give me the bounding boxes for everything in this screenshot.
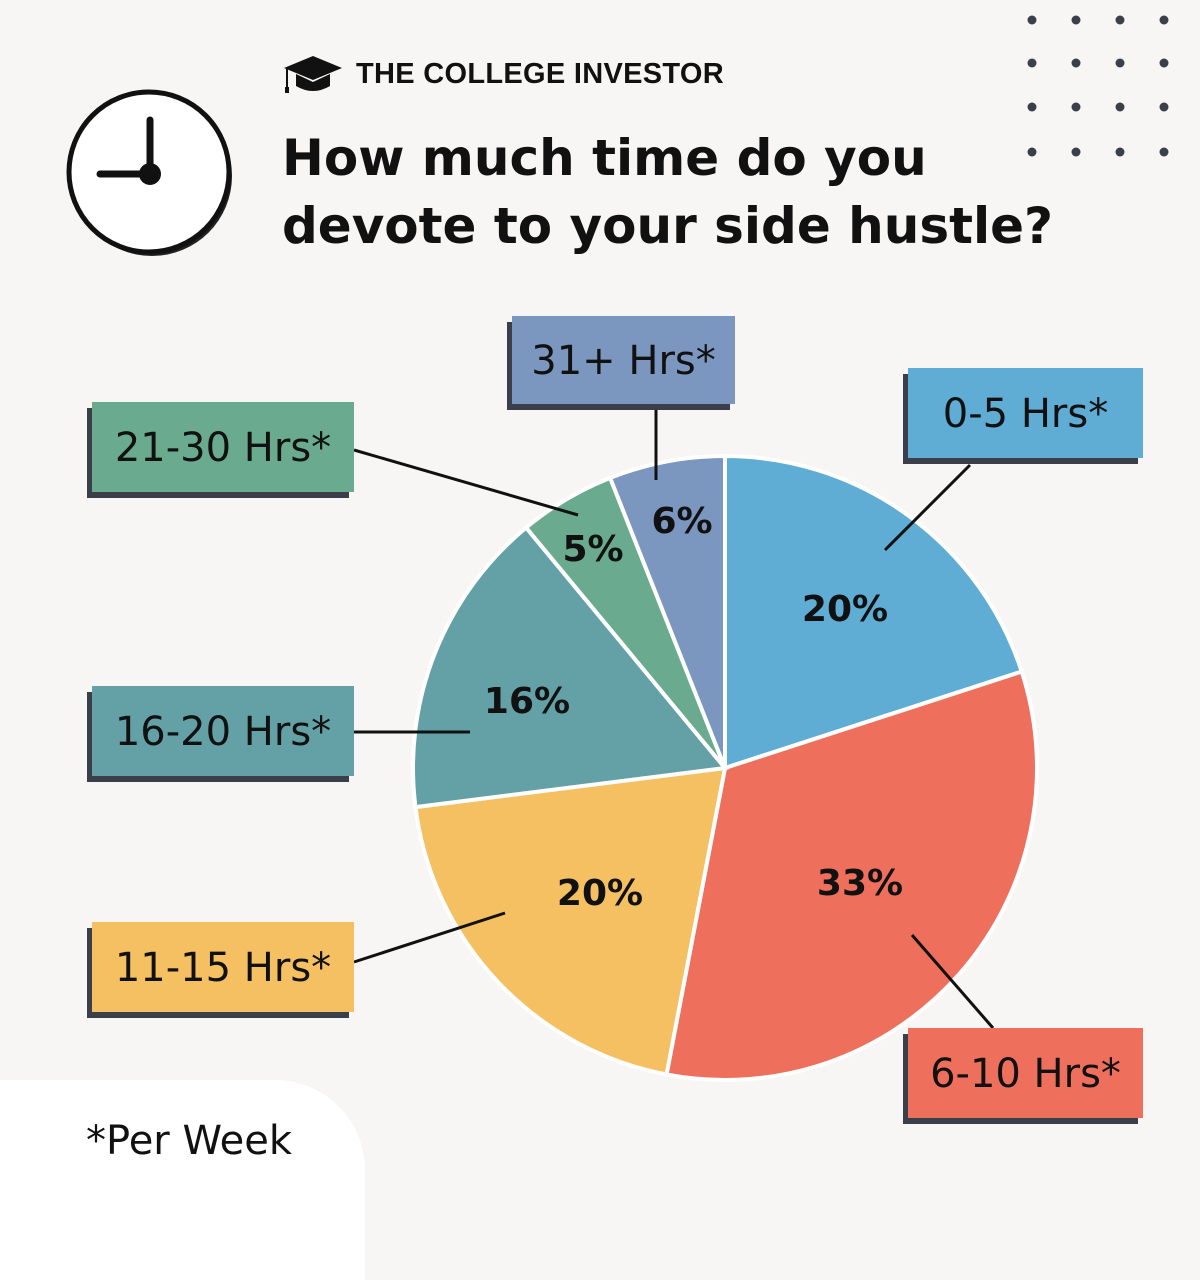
dot-grid: [1027, 15, 1169, 157]
decor-dot: [1027, 15, 1037, 25]
legend-label: 21-30 Hrs*: [115, 425, 331, 471]
legend-label-box: 16-20 Hrs*: [87, 686, 354, 782]
data-label: 6%: [651, 501, 712, 542]
decor-dot: [1159, 147, 1169, 157]
clock-icon: [66, 89, 232, 256]
pie-slice: [607, 453, 727, 769]
pie-slice: [664, 669, 1039, 1082]
legend-label: 0-5 Hrs*: [943, 391, 1108, 437]
decor-dot: [1071, 15, 1081, 25]
graduation-cap-icon: [284, 56, 342, 93]
decor-dot: [1071, 147, 1081, 157]
legend-label-box: 0-5 Hrs*: [903, 368, 1143, 464]
legend-label: 31+ Hrs*: [531, 338, 716, 384]
decor-dot: [1071, 102, 1081, 112]
legend-label-box: 21-30 Hrs*: [87, 402, 354, 498]
decor-dot: [1115, 58, 1125, 68]
data-label: 33%: [817, 863, 903, 904]
legend-label-box: 11-15 Hrs*: [87, 922, 354, 1018]
leader-line: [353, 911, 506, 964]
brand-name: THE COLLEGE INVESTOR: [356, 57, 725, 90]
pie-slice: [723, 453, 1025, 771]
pie-slice: [413, 765, 728, 1077]
leader-line: [883, 463, 972, 552]
decor-dot: [1115, 147, 1125, 157]
decor-dot: [1159, 15, 1169, 25]
data-label: 16%: [484, 681, 570, 722]
legend-label: 16-20 Hrs*: [115, 709, 331, 755]
pie-slice: [411, 524, 729, 810]
pie-chart: 20% 33% 20% 16% 5% 6% 0-5 Hrs* 6-10 Hrs* 11-15 …: [66, 15, 1169, 1124]
legend-label: 11-15 Hrs*: [115, 945, 331, 991]
data-label: 20%: [557, 873, 643, 914]
decor-dot: [1027, 58, 1037, 68]
decor-dot: [1027, 147, 1037, 157]
decor-dot: [1159, 102, 1169, 112]
brand-logo: THE COLLEGE INVESTOR: [282, 54, 724, 94]
data-label: 20%: [802, 589, 888, 630]
decor-dot: [1071, 58, 1081, 68]
decor-dot: [1115, 102, 1125, 112]
data-label: 5%: [562, 529, 623, 570]
decor-dot: [1027, 102, 1037, 112]
footnote: *Per Week: [86, 1118, 293, 1164]
legend-label-box: 31+ Hrs*: [507, 316, 735, 410]
chart-title: How much time do you devote to your side …: [282, 129, 1054, 255]
leader-line: [353, 448, 579, 517]
decor-dot: [1159, 58, 1169, 68]
leader-line: [910, 934, 995, 1029]
legend-label: 6-10 Hrs*: [930, 1051, 1121, 1097]
legend-label-box: 6-10 Hrs*: [903, 1028, 1143, 1124]
decor-dot: [1115, 15, 1125, 25]
